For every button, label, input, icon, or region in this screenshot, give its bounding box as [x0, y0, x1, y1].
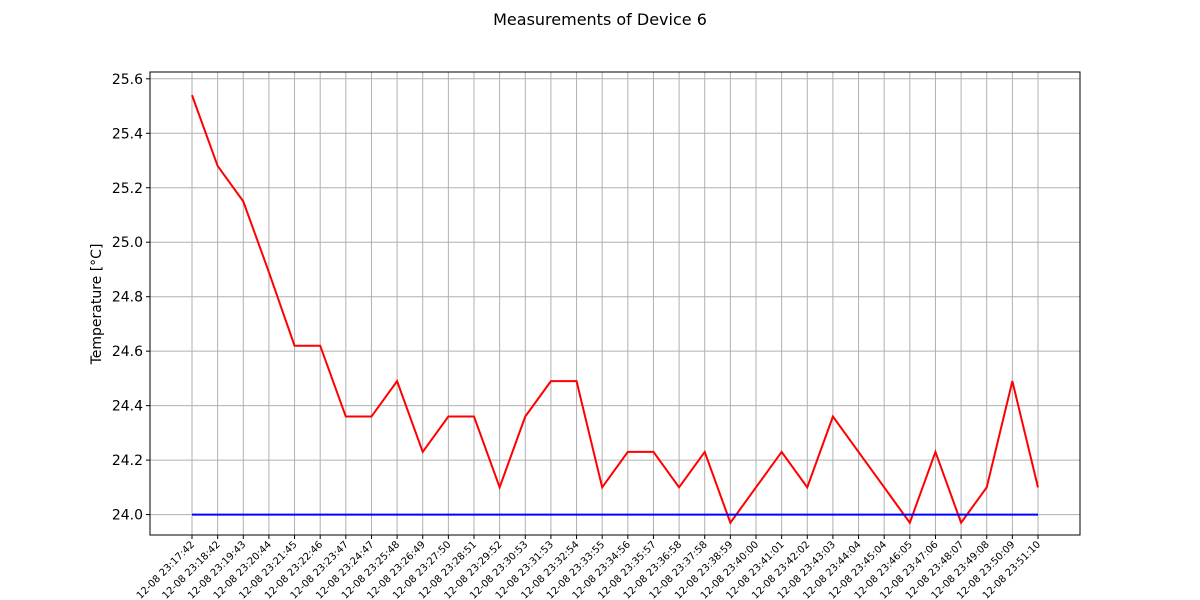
- y-tick-label: 24.8: [112, 290, 143, 306]
- y-tick-label: 25.2: [112, 181, 143, 197]
- y-tick-label: 25.4: [112, 126, 143, 142]
- y-tick-label: 24.4: [112, 399, 143, 415]
- plot-frame: [149, 71, 1081, 536]
- grid: [150, 72, 1080, 535]
- series-line-1: [191, 94, 1039, 525]
- y-axis-label: Temperature [°C]: [89, 244, 105, 366]
- y-tick-label: 25.0: [112, 235, 143, 251]
- chart-title: Measurements of Device 6: [493, 10, 707, 29]
- series-layer: [191, 94, 1039, 525]
- y-tick-label: 24.2: [112, 453, 143, 469]
- y-tick-label: 25.6: [112, 72, 143, 88]
- y-tick-label: 24.6: [112, 344, 143, 360]
- y-axis: 24.0 24.2 24.4 24.6 24.8 25.0 25.2 25.4 25.6: [112, 72, 150, 524]
- y-tick-label: 24.0: [112, 508, 143, 524]
